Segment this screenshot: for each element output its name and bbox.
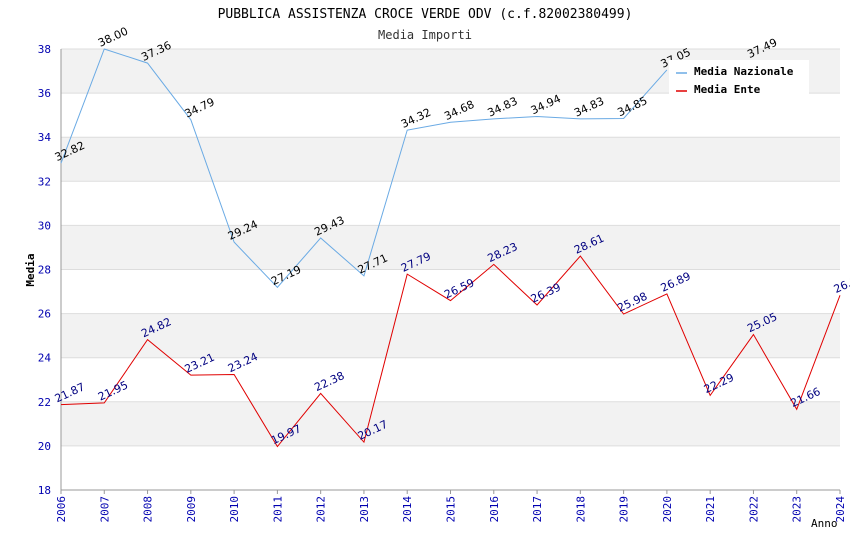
y-tick-label: 28 <box>38 264 51 277</box>
grid-band <box>61 225 840 270</box>
data-label-series-0: 34.32 <box>399 106 433 131</box>
legend-label-media-ente: Media Ente <box>694 83 761 96</box>
data-label-series-1: 26.83 <box>832 271 850 296</box>
x-tick-label: 2015 <box>445 496 458 523</box>
data-label-series-1: 22.29 <box>702 371 736 396</box>
y-axis-label: Media <box>24 253 37 286</box>
x-tick-label: 2014 <box>401 496 414 523</box>
legend: Media Nazionale Media Ente <box>669 60 809 96</box>
x-tick-label: 2019 <box>618 496 631 523</box>
data-label-series-0: 34.79 <box>183 95 217 120</box>
x-tick-label: 2012 <box>315 496 328 523</box>
background-bands <box>61 49 840 446</box>
grid-band <box>61 137 840 182</box>
grid-band <box>61 313 840 358</box>
x-tick-label: 2022 <box>747 496 760 523</box>
y-tick-label: 32 <box>38 175 51 188</box>
data-label-series-0: 38.00 <box>96 25 130 50</box>
series-layer <box>60 48 841 448</box>
y-tick-label: 24 <box>38 352 52 365</box>
y-tick-label: 26 <box>38 308 51 321</box>
x-tick-label: 2023 <box>791 496 804 523</box>
x-tick-label: 2009 <box>185 496 198 523</box>
x-tick-label: 2016 <box>488 496 501 523</box>
x-tick-label: 2010 <box>228 496 241 523</box>
legend-label-media-nazionale: Media Nazionale <box>694 65 794 78</box>
y-tick-label: 20 <box>38 440 51 453</box>
x-tick-label: 2013 <box>358 496 371 523</box>
grid-lines <box>61 48 840 491</box>
data-label-series-0: 34.83 <box>572 95 606 120</box>
x-tick-label: 2017 <box>531 496 544 523</box>
grid-band <box>61 401 840 446</box>
chart-title: PUBBLICA ASSISTENZA CROCE VERDE ODV (c.f… <box>218 7 633 22</box>
legend-box <box>669 60 809 96</box>
x-tick-label: 2008 <box>142 496 155 523</box>
data-label-series-0: 34.83 <box>486 95 520 120</box>
x-tick-label: 2024 <box>834 496 847 523</box>
data-label-series-0: 34.94 <box>529 92 563 117</box>
data-label-series-1: 26.59 <box>442 276 476 301</box>
y-tick-label: 22 <box>38 396 51 409</box>
x-tick-label: 2011 <box>271 496 284 523</box>
y-tick-label: 30 <box>38 219 51 232</box>
x-axis-label: Anno <box>811 517 838 530</box>
y-tick-label: 38 <box>38 43 51 56</box>
x-tick-label: 2020 <box>661 496 674 523</box>
series-line-0 <box>60 48 668 289</box>
x-tick-label: 2018 <box>574 496 587 523</box>
series-line-1 <box>60 255 841 448</box>
chart-subtitle: Media Importi <box>378 28 472 42</box>
data-label-series-1: 25.98 <box>615 290 649 315</box>
data-label-series-0: 34.85 <box>615 94 649 119</box>
data-label-series-1: 22.38 <box>312 369 346 394</box>
data-label-series-1: 26.89 <box>659 270 693 295</box>
data-label-series-1: 21.95 <box>96 379 130 404</box>
y-tick-label: 18 <box>38 484 51 497</box>
data-label-series-0: 34.68 <box>442 98 476 123</box>
y-tick-label: 36 <box>38 87 51 100</box>
x-tick-label: 2006 <box>55 496 68 523</box>
y-tick-label: 34 <box>38 131 52 144</box>
x-tick-label: 2007 <box>98 496 111 523</box>
data-label-series-1: 26.39 <box>529 281 563 306</box>
x-tick-label: 2021 <box>704 496 717 523</box>
